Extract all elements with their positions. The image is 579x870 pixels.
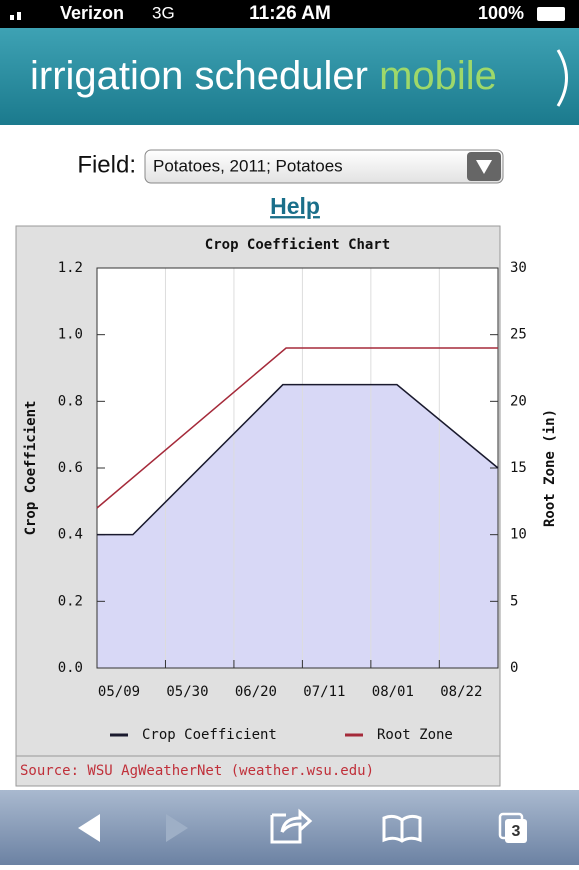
battery: 100%: [478, 3, 524, 23]
y2-tick-label: 15: [510, 460, 527, 476]
legend-label: Root Zone: [377, 727, 453, 743]
y-tick-label: 0.6: [58, 460, 83, 476]
x-tick-label: 07/11: [303, 684, 345, 700]
header: [0, 28, 579, 125]
y-tick-label: 0.0: [58, 660, 83, 676]
carrier: Verizon: [60, 3, 124, 23]
y-tick-label: 1.0: [58, 327, 83, 343]
title: irrigation scheduler: [30, 54, 368, 98]
x-tick-label: 05/30: [166, 684, 208, 700]
tabs-count: 3: [512, 823, 521, 840]
header-bracket: [556, 49, 568, 107]
y2-tick-label: 20: [510, 393, 527, 409]
source: Source: WSU AgWeatherNet (weather.wsu.ed…: [20, 763, 374, 779]
network: 3G: [152, 3, 175, 22]
y2-tick-label: 30: [510, 260, 527, 276]
signal: [17, 12, 21, 20]
field-select[interactable]: [144, 149, 504, 184]
chart-title: Crop Coefficient Chart: [205, 237, 390, 253]
select-arrow: [476, 160, 492, 174]
x-tick-label: 05/09: [98, 684, 140, 700]
area: [97, 384, 498, 668]
x-tick-label: 08/01: [372, 684, 414, 700]
field-value: Potatoes, 2011; Potatoes: [153, 156, 343, 175]
time: 11:26 AM: [249, 3, 331, 24]
app-title: irrigation scheduler mobile: [30, 54, 497, 98]
back-button[interactable]: [78, 814, 100, 842]
title-accent: mobile: [379, 54, 497, 98]
y2-tick-label: 10: [510, 527, 527, 543]
help-link[interactable]: Help: [270, 193, 320, 219]
y2-tick-label: 0: [510, 660, 518, 676]
x-tick-label: 08/22: [440, 684, 482, 700]
y2-axis-label: Root Zone (in): [542, 409, 558, 527]
y-tick-label: 1.2: [58, 260, 83, 276]
forward-button: [166, 814, 188, 842]
legend-label: Crop Coefficient: [142, 727, 277, 743]
y-axis-label: Crop Coefficient: [23, 401, 39, 536]
status-bar: [0, 0, 579, 28]
y-tick-label: 0.2: [58, 593, 83, 609]
x-tick-label: 06/20: [235, 684, 277, 700]
bookmarks-button[interactable]: [382, 814, 422, 843]
tabs-button[interactable]: [505, 819, 527, 843]
signal: [10, 15, 14, 20]
battery-icon: [537, 7, 565, 21]
series-line: [96, 347, 498, 509]
y-tick-label: 0.4: [58, 527, 83, 543]
y-tick-label: 0.8: [58, 393, 83, 409]
field-label: Field:: [77, 151, 136, 178]
y2-tick-label: 25: [510, 327, 527, 343]
share-button[interactable]: [270, 808, 313, 844]
y2-tick-label: 5: [510, 593, 518, 609]
series-line: [97, 383, 499, 536]
